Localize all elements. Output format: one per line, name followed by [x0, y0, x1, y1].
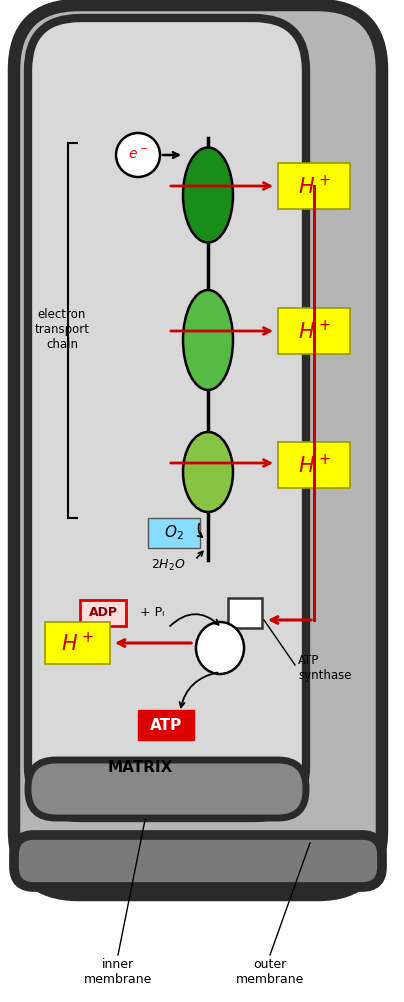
- Bar: [80, 600, 126, 626]
- Text: ATP
synthase: ATP synthase: [298, 654, 351, 682]
- Bar: [228, 598, 262, 628]
- Text: ADP: ADP: [88, 606, 118, 619]
- FancyBboxPatch shape: [28, 760, 306, 818]
- Text: $e^-$: $e^-$: [128, 148, 148, 162]
- Text: $O_2$: $O_2$: [164, 524, 184, 542]
- Bar: [278, 308, 350, 354]
- Ellipse shape: [183, 290, 233, 390]
- Bar: [278, 163, 350, 209]
- Text: $H^+$: $H^+$: [298, 453, 330, 477]
- Ellipse shape: [183, 147, 233, 242]
- Text: outer
membrane: outer membrane: [236, 958, 304, 986]
- Text: electron
transport
chain: electron transport chain: [34, 309, 90, 352]
- Text: + Pᵢ: + Pᵢ: [140, 606, 164, 619]
- Text: $2H_2O$: $2H_2O$: [151, 557, 185, 572]
- Ellipse shape: [183, 432, 233, 512]
- Text: inner
membrane: inner membrane: [84, 958, 152, 986]
- Text: MATRIX: MATRIX: [107, 761, 173, 776]
- Text: $H^+$: $H^+$: [298, 174, 330, 197]
- Text: $H^+$: $H^+$: [298, 320, 330, 343]
- Bar: [148, 518, 200, 548]
- Bar: [45, 622, 110, 664]
- FancyBboxPatch shape: [14, 5, 382, 895]
- FancyBboxPatch shape: [14, 835, 382, 887]
- FancyBboxPatch shape: [28, 18, 306, 818]
- Text: ATP: ATP: [150, 717, 182, 732]
- Bar: [278, 442, 350, 488]
- Ellipse shape: [196, 622, 244, 674]
- Text: $H^+$: $H^+$: [61, 631, 93, 654]
- Circle shape: [116, 133, 160, 177]
- Bar: [138, 710, 194, 740]
